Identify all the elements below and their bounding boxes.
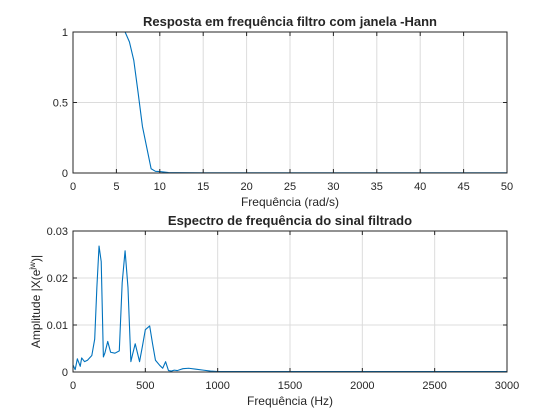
x-tick-label: 3000 bbox=[495, 380, 519, 392]
y-tick-label: 0.01 bbox=[47, 320, 68, 332]
y-tick-label: 0 bbox=[62, 168, 68, 180]
filtered-spectrum-x-axis-label: Frequência (Hz) bbox=[247, 394, 333, 408]
x-tick-label: 25 bbox=[284, 181, 296, 193]
x-tick-label: 2500 bbox=[422, 380, 446, 392]
x-tick-label: 15 bbox=[197, 181, 209, 193]
x-tick-label: 1000 bbox=[205, 380, 229, 392]
y-tick-label: 0 bbox=[62, 367, 68, 379]
x-tick-label: 0 bbox=[70, 380, 76, 392]
frequency-response-x-axis-label: Frequência (rad/s) bbox=[241, 195, 339, 209]
y-axis-label-superscript: jw bbox=[28, 262, 37, 271]
x-tick-label: 1500 bbox=[278, 380, 302, 392]
filtered-spectrum-ticks: 0 500 1000 1500 2000 2500 3000 0 0.01 0.02 0.03 bbox=[47, 226, 520, 392]
filtered-spectrum-plot: Espectro de frequência do sinal filtrado… bbox=[28, 213, 519, 408]
x-tick-label: 50 bbox=[501, 181, 513, 193]
y-tick-label: 1 bbox=[62, 27, 68, 39]
x-tick-label: 0 bbox=[70, 181, 76, 193]
x-tick-label: 40 bbox=[414, 181, 426, 193]
filtered-spectrum-series-line bbox=[72, 245, 507, 373]
y-tick-label: 0.02 bbox=[47, 273, 68, 285]
x-tick-label: 35 bbox=[371, 181, 383, 193]
x-tick-label: 10 bbox=[154, 181, 166, 193]
frequency-response-plot: Resposta em frequência filtro com janela… bbox=[53, 14, 513, 209]
frequency-response-ticks: 0 5 10 15 20 25 30 35 40 45 50 0 0.5 1 bbox=[53, 27, 513, 193]
frequency-response-title: Resposta em frequência filtro com janela… bbox=[143, 14, 437, 29]
x-tick-label: 2000 bbox=[350, 380, 374, 392]
x-tick-label: 45 bbox=[457, 181, 469, 193]
x-tick-label: 5 bbox=[113, 181, 119, 193]
x-tick-label: 20 bbox=[240, 181, 252, 193]
x-tick-label: 30 bbox=[327, 181, 339, 193]
y-tick-label: 0.5 bbox=[53, 98, 68, 110]
x-tick-label: 500 bbox=[136, 380, 154, 392]
filtered-spectrum-y-axis-label: Amplitude |X(ejw)| bbox=[28, 255, 43, 348]
y-axis-label-main: Amplitude |X(e bbox=[29, 269, 43, 348]
y-axis-label-end: )| bbox=[29, 255, 43, 262]
y-tick-label: 0.03 bbox=[47, 226, 68, 238]
filtered-spectrum-title: Espectro de frequência do sinal filtrado bbox=[168, 213, 412, 228]
